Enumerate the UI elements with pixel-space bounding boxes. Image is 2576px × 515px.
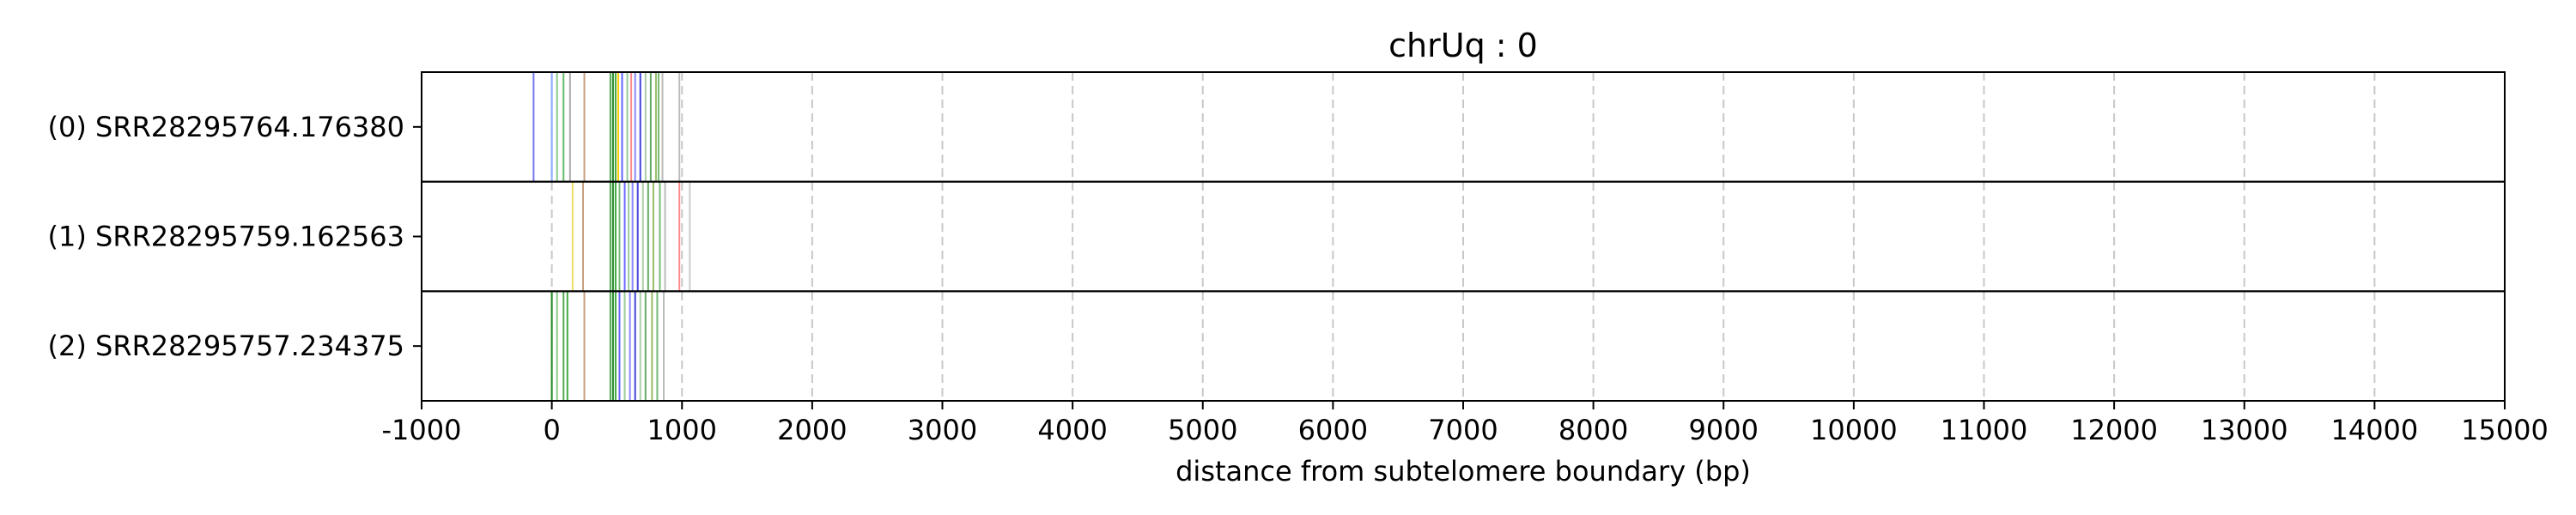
x-tick-label: 5000 [1168, 414, 1237, 446]
x-tick-label: 6000 [1298, 414, 1368, 446]
x-tick-label: 11000 [1941, 414, 2028, 446]
x-tick-label: 3000 [908, 414, 977, 446]
x-tick-label: -1000 [382, 414, 462, 446]
gridlines [421, 72, 2506, 401]
x-tick-label: 1000 [647, 414, 717, 446]
x-tick-label: 8000 [1558, 414, 1628, 446]
read-label: (1) SRR28295759.162563 [48, 221, 404, 253]
x-tick-label: 0 [543, 414, 560, 446]
x-tick-label: 10000 [1810, 414, 1898, 446]
x-tick-label: 9000 [1689, 414, 1759, 446]
x-tick-label: 13000 [2201, 414, 2288, 446]
x-tick-label: 12000 [2070, 414, 2158, 446]
x-tick-label: 15000 [2461, 414, 2549, 446]
read-marks [532, 72, 691, 401]
x-tick-label: 7000 [1428, 414, 1498, 446]
read-labels: (0) SRR28295764.176380 (1) SRR28295759.16… [48, 111, 422, 362]
x-tick-label: 14000 [2330, 414, 2418, 446]
x-tick-label: 2000 [777, 414, 847, 446]
read-label: (2) SRR28295757.234375 [48, 330, 404, 362]
chart-title: chrUq : 0 [1388, 27, 1538, 64]
read-label: (0) SRR28295764.176380 [48, 111, 404, 143]
x-tick-label: 4000 [1037, 414, 1107, 446]
x-axis-label: distance from subtelomere boundary (bp) [1176, 455, 1751, 488]
x-axis-ticks: -1000 0 1000 2000 3000 4000 5000 6000 7000 8000 90… [382, 401, 2549, 446]
